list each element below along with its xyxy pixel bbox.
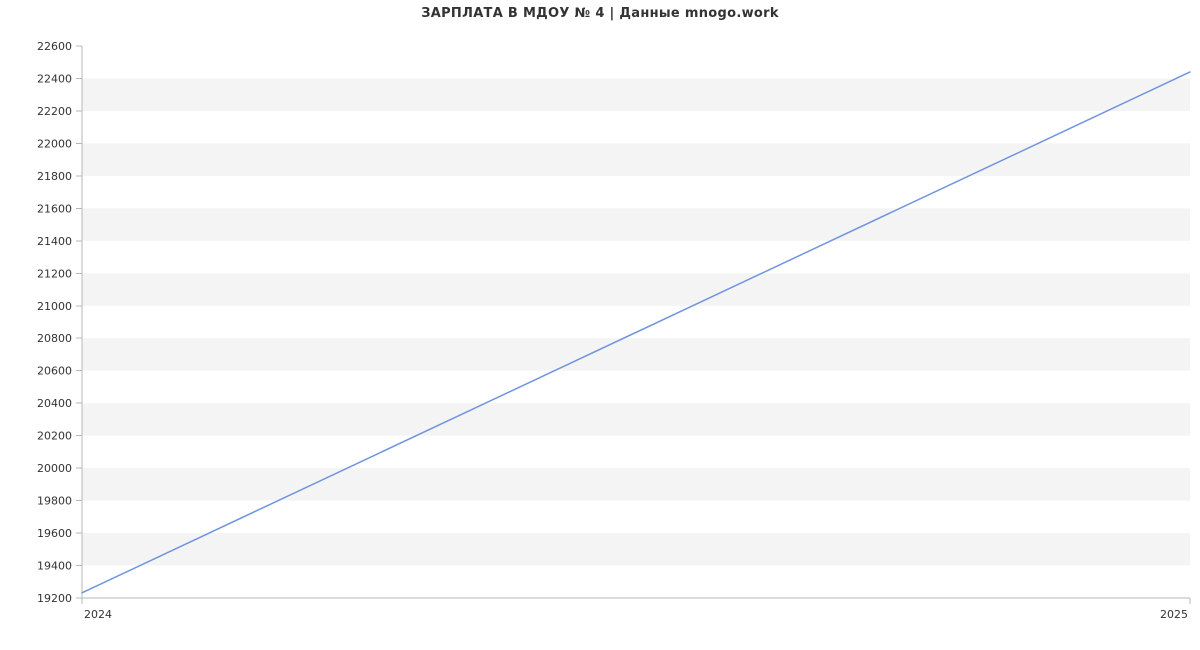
- chart-title: ЗАРПЛАТА В МДОУ № 4 | Данные mnogo.work: [0, 6, 1200, 21]
- y-tick-label: 20800: [37, 332, 72, 345]
- salary-chart: ЗАРПЛАТА В МДОУ № 4 | Данные mnogo.work …: [0, 0, 1200, 650]
- y-tick-label: 20000: [37, 462, 72, 475]
- y-tick-label: 22200: [37, 105, 72, 118]
- y-tick-label: 19400: [37, 560, 72, 573]
- y-tick-label: 20600: [37, 365, 72, 378]
- y-tick-label: 19200: [37, 592, 72, 605]
- y-tick-label: 21800: [37, 170, 72, 183]
- x-tick-label: 2024: [84, 608, 112, 621]
- y-tick-label: 21200: [37, 267, 72, 280]
- y-tick-label: 19600: [37, 527, 72, 540]
- y-tick-label: 21400: [37, 235, 72, 248]
- y-tick-label: 21000: [37, 300, 72, 313]
- y-tick-label: 20200: [37, 430, 72, 443]
- y-tick-label: 20400: [37, 397, 72, 410]
- x-tick-label: 2025: [1160, 608, 1188, 621]
- y-tick-label: 22400: [37, 72, 72, 85]
- y-tick-label: 21600: [37, 202, 72, 215]
- y-tick-label: 22000: [37, 137, 72, 150]
- y-tick-label: 22600: [37, 40, 72, 53]
- y-tick-label: 19800: [37, 495, 72, 508]
- chart-svg: 19200 19400 19600 19800 20000 20200 20400 20600…: [0, 0, 1200, 650]
